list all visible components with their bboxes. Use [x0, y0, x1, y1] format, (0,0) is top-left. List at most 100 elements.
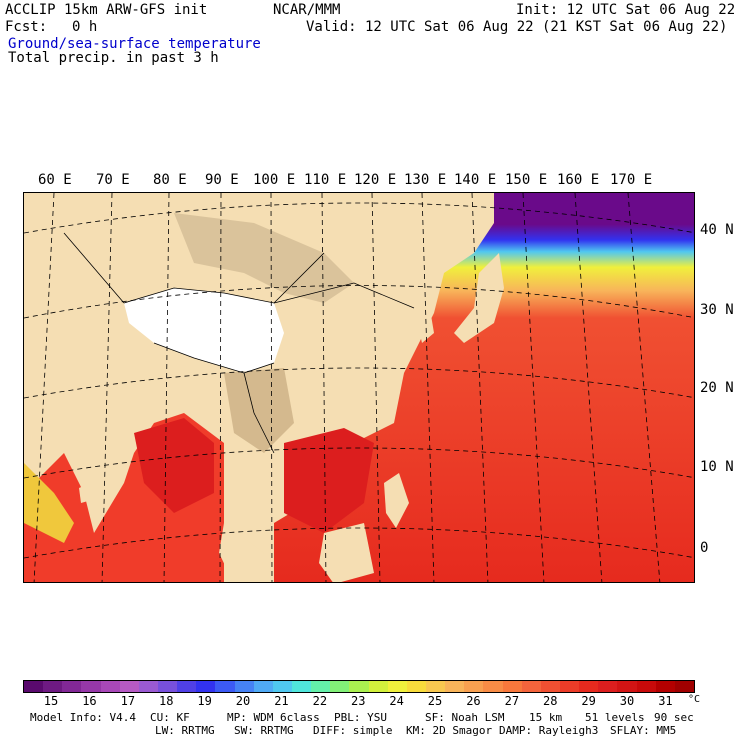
model-info-pbl: PBL: YSU: [334, 711, 387, 724]
south-china-sea: [284, 428, 374, 533]
lon-label: 110 E: [304, 172, 347, 188]
colorbar-swatch: [674, 681, 694, 692]
colorbar-swatch: [502, 681, 522, 692]
lon-label: 160 E: [557, 172, 600, 188]
colorbar-swatch: [234, 681, 254, 692]
colorbar-tick-label: 29: [581, 694, 596, 708]
colorbar-swatch: [157, 681, 178, 692]
colorbar-swatch: [617, 681, 637, 692]
colorbar-tick-label: 15: [43, 694, 59, 708]
fcst-value: 0 h: [72, 19, 98, 35]
colorbar-swatch: [291, 681, 312, 692]
colorbar-swatch: [559, 681, 580, 692]
lon-label: 150 E: [505, 172, 548, 188]
colorbar-swatch: [196, 681, 216, 692]
colorbar-tick-label: 27: [504, 694, 520, 708]
lon-label: 60 E: [38, 172, 72, 188]
arabian-sea-warm: [24, 463, 74, 543]
terrain-southeast: [224, 368, 294, 453]
colorbar-swatch: [368, 681, 388, 692]
sumatra: [219, 523, 264, 582]
sri-lanka: [79, 485, 88, 503]
tibetan-plateau: [124, 288, 284, 373]
fcst-label: Fcst:: [5, 19, 48, 35]
colorbar-swatch: [272, 681, 292, 692]
colorbar-tick-label: 28: [543, 694, 558, 708]
model-info-version: Model Info: V4.4: [30, 711, 136, 724]
colorbar-tick-label: 23: [351, 694, 366, 708]
colorbar-tick-label: 25: [427, 694, 443, 708]
lon-label: 130 E: [404, 172, 447, 188]
terrain-north: [174, 213, 354, 303]
colorbar-swatch: [425, 681, 446, 692]
colorbar-swatch: [177, 681, 197, 692]
pacific-sea: [274, 193, 694, 582]
colorbar: [23, 680, 695, 693]
model-info-sflay: SFLAY: MM5: [610, 724, 677, 737]
valid-time: Valid: 12 UTC Sat 06 Aug 22 (21 KST Sat …: [306, 19, 728, 35]
latlon-grid: [24, 193, 694, 582]
colorbar-swatch: [100, 681, 120, 692]
init-time: Init: 12 UTC Sat 06 Aug 22: [516, 2, 736, 18]
model-title: ACCLIP 15km ARW-GFS init: [5, 2, 208, 18]
field-name-secondary: Total precip. in past 3 h: [8, 50, 219, 66]
colorbar-swatch: [330, 681, 350, 692]
colorbar-tick-label: 22: [312, 694, 328, 708]
colorbar-swatch: [521, 681, 541, 692]
colorbar-swatch: [636, 681, 656, 692]
colorbar-swatch: [349, 681, 369, 692]
colorbar-tick-label: 30: [619, 694, 635, 708]
colorbar-swatch: [483, 681, 503, 692]
lat-label: 20 N: [700, 380, 734, 396]
colorbar-tick-label: 20: [235, 694, 251, 708]
model-info-damp: DAMP: Rayleigh3: [499, 724, 599, 737]
colorbar-swatch: [406, 681, 426, 692]
colorbar-swatch: [598, 681, 618, 692]
philippines: [384, 473, 409, 528]
colorbar-swatch: [138, 681, 158, 692]
lon-label: 170 E: [610, 172, 653, 188]
lat-label: 10 N: [700, 459, 734, 475]
model-info-sf: SF: Noah LSM: [425, 711, 505, 724]
colorbar-swatch: [62, 681, 82, 692]
model-info-diff: DIFF: simple: [313, 724, 393, 737]
colorbar-tick-label: 21: [274, 694, 289, 708]
colorbar-swatch: [387, 681, 407, 692]
colorbar-tick-label: 26: [466, 694, 481, 708]
map-panel: [23, 192, 695, 583]
country-borders: [63, 232, 415, 454]
taiwan: [376, 405, 384, 428]
borneo: [319, 523, 374, 582]
lon-label: 80 E: [153, 172, 187, 188]
korea: [414, 303, 434, 343]
org-label: NCAR/MMM: [273, 2, 341, 18]
colorbar-tick-label: 31: [658, 694, 673, 708]
colorbar-swatch: [81, 681, 101, 692]
colorbar-swatch: [579, 681, 599, 692]
colorbar-swatch: [215, 681, 235, 692]
colorbar-tick-label: 17: [120, 694, 136, 708]
colorbar-swatch: [43, 681, 63, 692]
model-info-levels: 51 levels: [585, 711, 645, 724]
colorbar-tick-label: 19: [197, 694, 212, 708]
colorbar-swatch: [464, 681, 484, 692]
lon-label: 70 E: [96, 172, 130, 188]
model-info-timestep: 90 sec: [654, 711, 694, 724]
model-info-resolution: 15 km: [529, 711, 563, 724]
model-info-mp: MP: WDM 6class: [227, 711, 320, 724]
lon-label: 100 E: [253, 172, 296, 188]
colorbar-swatch: [253, 681, 273, 692]
lat-label: 30 N: [700, 302, 734, 318]
colorbar-swatch: [540, 681, 560, 692]
colorbar-swatch: [311, 681, 331, 692]
model-info-km: KM: 2D Smagor: [406, 724, 493, 737]
colorbar-swatch: [24, 681, 44, 692]
lat-label: 40 N: [700, 222, 734, 238]
lon-label: 140 E: [454, 172, 497, 188]
colorbar-unit: °C: [688, 694, 701, 705]
model-info-lw: LW: RRTMG: [155, 724, 215, 737]
field-name-primary: Ground/sea-surface temperature: [8, 36, 261, 52]
temperature-map: [24, 193, 694, 582]
model-info-sw: SW: RRTMG: [234, 724, 294, 737]
colorbar-tick-label: 16: [82, 694, 97, 708]
